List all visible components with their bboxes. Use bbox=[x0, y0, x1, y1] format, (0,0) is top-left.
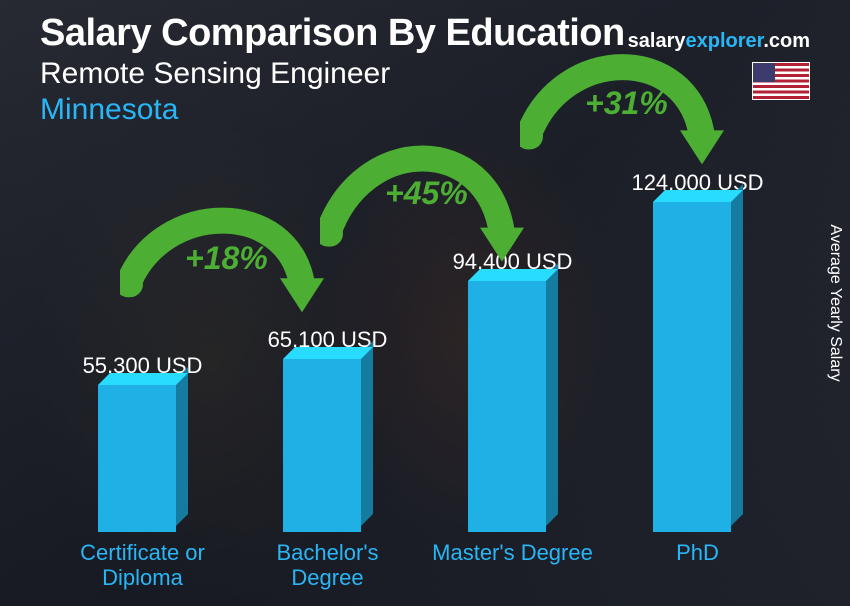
bar-column: 94,400 USDMaster's Degree bbox=[423, 249, 603, 596]
brand-logo: salaryexplorer.com bbox=[628, 30, 810, 53]
bar-front bbox=[468, 281, 546, 532]
brand-part-2: explorer bbox=[685, 30, 763, 52]
content: Salary Comparison By Education Remote Se… bbox=[0, 0, 850, 606]
bar bbox=[98, 385, 188, 532]
location: Minnesota bbox=[40, 93, 830, 127]
bar bbox=[283, 359, 373, 532]
subtitle: Remote Sensing Engineer bbox=[40, 57, 830, 91]
category-label: Master's Degree bbox=[432, 540, 593, 596]
category-label: Bachelor's Degree bbox=[238, 540, 418, 596]
bar-top bbox=[653, 190, 743, 202]
brand-part-3: .com bbox=[763, 30, 810, 52]
category-label: PhD bbox=[676, 540, 719, 596]
bar-column: 124,000 USDPhD bbox=[608, 170, 788, 596]
bar bbox=[653, 202, 743, 532]
bar bbox=[468, 281, 558, 532]
bar-side bbox=[731, 184, 743, 526]
bar-column: 55,300 USDCertificate or Diploma bbox=[53, 353, 233, 596]
bar-side bbox=[361, 341, 373, 526]
bar-top bbox=[98, 373, 188, 385]
bar-front bbox=[283, 359, 361, 532]
bar-front bbox=[653, 202, 731, 532]
us-flag-icon bbox=[752, 62, 810, 100]
y-axis-label: Average Yearly Salary bbox=[826, 224, 844, 381]
bar-side bbox=[176, 367, 188, 526]
category-label: Certificate or Diploma bbox=[53, 540, 233, 596]
bar-chart: 55,300 USDCertificate or Diploma65,100 U… bbox=[50, 156, 790, 596]
bar-side bbox=[546, 263, 558, 526]
bar-top bbox=[468, 269, 558, 281]
bar-top bbox=[283, 347, 373, 359]
bar-front bbox=[98, 385, 176, 532]
bar-column: 65,100 USDBachelor's Degree bbox=[238, 327, 418, 596]
brand-part-1: salary bbox=[628, 30, 686, 52]
